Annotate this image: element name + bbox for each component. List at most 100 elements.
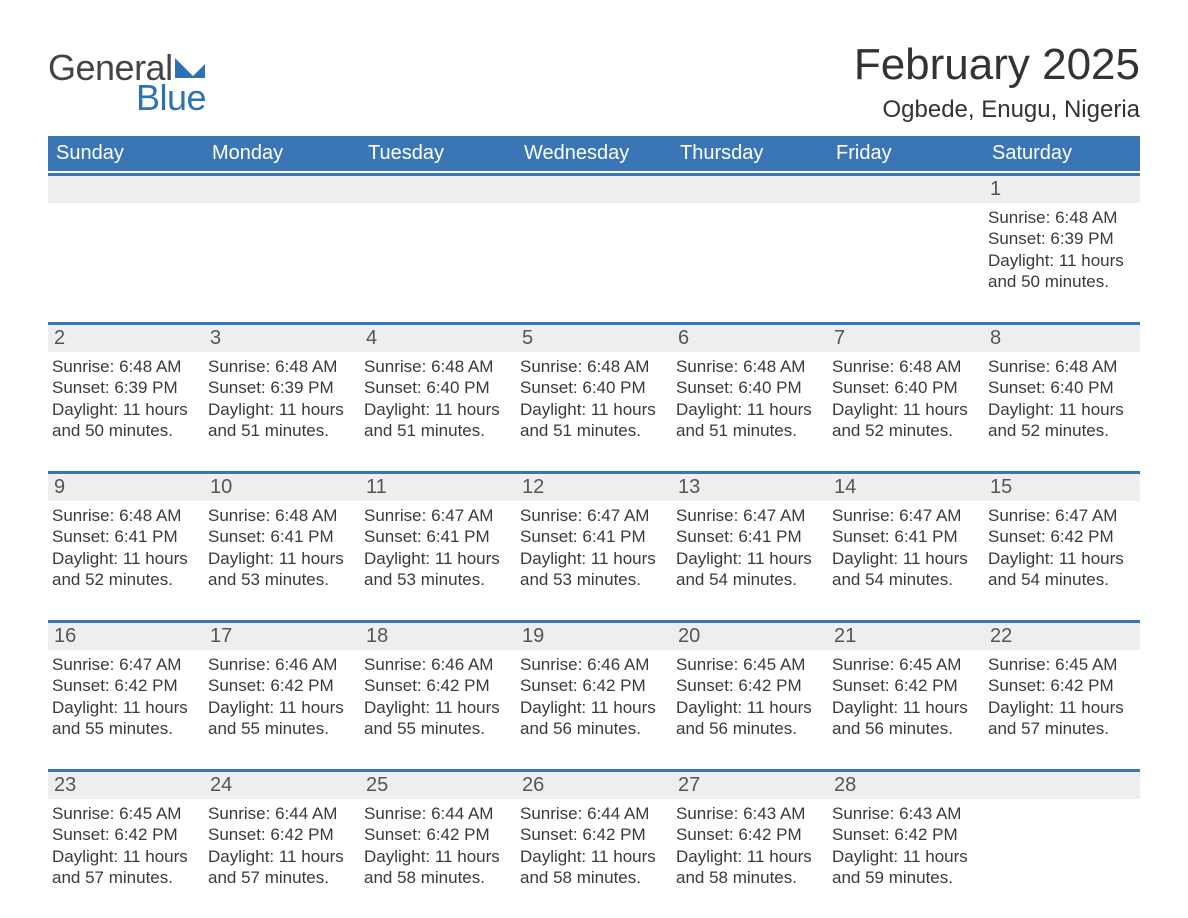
day-number: 8 — [986, 327, 1138, 350]
sunrise-line: Sunrise: 6:45 AM — [676, 654, 822, 675]
dow-thursday: Thursday — [672, 136, 828, 171]
sunset-line: Sunset: 6:41 PM — [52, 526, 198, 547]
week-row: 2Sunrise: 6:48 AMSunset: 6:39 PMDaylight… — [48, 322, 1140, 469]
day-number: 10 — [206, 476, 358, 499]
sunrise-line: Sunrise: 6:45 AM — [52, 803, 198, 824]
day-body: Sunrise: 6:45 AMSunset: 6:42 PMDaylight:… — [832, 654, 978, 739]
dow-monday: Monday — [204, 136, 360, 171]
title-block: February 2025 Ogbede, Enugu, Nigeria — [854, 40, 1140, 124]
page-title: February 2025 — [854, 40, 1140, 90]
sunset-line: Sunset: 6:42 PM — [52, 824, 198, 845]
sunset-line: Sunset: 6:40 PM — [676, 377, 822, 398]
sunset-line: Sunset: 6:42 PM — [676, 824, 822, 845]
daylight-line: Daylight: 11 hours and 50 minutes. — [988, 250, 1134, 293]
sunset-line: Sunset: 6:39 PM — [208, 377, 354, 398]
sunset-line: Sunset: 6:40 PM — [832, 377, 978, 398]
sunset-line: Sunset: 6:41 PM — [676, 526, 822, 547]
daylight-line: Daylight: 11 hours and 57 minutes. — [52, 846, 198, 889]
calendar-day: 17Sunrise: 6:46 AMSunset: 6:42 PMDayligh… — [204, 623, 360, 767]
day-number: 20 — [674, 625, 826, 648]
week-row: 16Sunrise: 6:47 AMSunset: 6:42 PMDayligh… — [48, 620, 1140, 767]
week-row: 9Sunrise: 6:48 AMSunset: 6:41 PMDaylight… — [48, 471, 1140, 618]
sunrise-line: Sunrise: 6:48 AM — [832, 356, 978, 377]
day-body: Sunrise: 6:48 AMSunset: 6:40 PMDaylight:… — [364, 356, 510, 441]
sunrise-line: Sunrise: 6:46 AM — [208, 654, 354, 675]
calendar-day: 22Sunrise: 6:45 AMSunset: 6:42 PMDayligh… — [984, 623, 1140, 767]
day-number: 3 — [206, 327, 358, 350]
calendar-day — [672, 176, 828, 320]
calendar-day: 5 Sunrise: 6:48 AMSunset: 6:40 PMDaylight… — [516, 325, 672, 469]
sunset-line: Sunset: 6:42 PM — [52, 675, 198, 696]
sunrise-line: Sunrise: 6:43 AM — [832, 803, 978, 824]
sunrise-line: Sunrise: 6:47 AM — [52, 654, 198, 675]
sunset-line: Sunset: 6:39 PM — [52, 377, 198, 398]
day-number: 23 — [50, 774, 202, 797]
daylight-line: Daylight: 11 hours and 52 minutes. — [988, 399, 1134, 442]
calendar: SundayMondayTuesdayWednesdayThursdayFrid… — [48, 136, 1140, 916]
sunset-line: Sunset: 6:41 PM — [832, 526, 978, 547]
daylight-line: Daylight: 11 hours and 51 minutes. — [520, 399, 666, 442]
day-body: Sunrise: 6:47 AMSunset: 6:42 PMDaylight:… — [988, 505, 1134, 590]
sunrise-line: Sunrise: 6:48 AM — [52, 505, 198, 526]
day-body: Sunrise: 6:47 AMSunset: 6:41 PMDaylight:… — [832, 505, 978, 590]
sunset-line: Sunset: 6:42 PM — [832, 675, 978, 696]
calendar-day: 16 Sunrise: 6:47 AMSunset: 6:42 PMDayligh… — [48, 623, 204, 767]
day-body: Sunrise: 6:44 AMSunset: 6:42 PMDaylight:… — [520, 803, 666, 888]
daylight-line: Daylight: 11 hours and 55 minutes. — [52, 697, 198, 740]
calendar-day — [360, 176, 516, 320]
daylight-line: Daylight: 11 hours and 56 minutes. — [832, 697, 978, 740]
calendar-day: 19Sunrise: 6:46 AMSunset: 6:42 PMDayligh… — [516, 623, 672, 767]
day-body: Sunrise: 6:46 AMSunset: 6:42 PMDaylight:… — [208, 654, 354, 739]
sunset-line: Sunset: 6:42 PM — [832, 824, 978, 845]
sunrise-line: Sunrise: 6:47 AM — [832, 505, 978, 526]
daylight-line: Daylight: 11 hours and 59 minutes. — [832, 846, 978, 889]
day-body: Sunrise: 6:45 AMSunset: 6:42 PMDaylight:… — [52, 803, 198, 888]
sunrise-line: Sunrise: 6:48 AM — [988, 207, 1134, 228]
calendar-day: 6Sunrise: 6:48 AMSunset: 6:40 PMDaylight… — [672, 325, 828, 469]
sunrise-line: Sunrise: 6:48 AM — [208, 356, 354, 377]
sunset-line: Sunset: 6:42 PM — [520, 824, 666, 845]
day-number: 16 — [50, 625, 202, 648]
day-body: Sunrise: 6:47 AMSunset: 6:42 PMDaylight:… — [52, 654, 198, 739]
daylight-line: Daylight: 11 hours and 52 minutes. — [52, 548, 198, 591]
sunset-line: Sunset: 6:42 PM — [520, 675, 666, 696]
dow-tuesday: Tuesday — [360, 136, 516, 171]
calendar-day: 24Sunrise: 6:44 AMSunset: 6:42 PMDayligh… — [204, 772, 360, 916]
day-body: Sunrise: 6:48 AMSunset: 6:39 PMDaylight:… — [52, 356, 198, 441]
calendar-day — [204, 176, 360, 320]
calendar-day: 26 Sunrise: 6:44 AMSunset: 6:42 PMDayligh… — [516, 772, 672, 916]
sunset-line: Sunset: 6:42 PM — [676, 675, 822, 696]
day-body: Sunrise: 6:43 AMSunset: 6:42 PMDaylight:… — [676, 803, 822, 888]
sunrise-line: Sunrise: 6:47 AM — [988, 505, 1134, 526]
daylight-line: Daylight: 11 hours and 58 minutes. — [520, 846, 666, 889]
daylight-line: Daylight: 11 hours and 54 minutes. — [832, 548, 978, 591]
day-body: Sunrise: 6:48 AMSunset: 6:39 PMDaylight:… — [208, 356, 354, 441]
day-number — [518, 178, 670, 201]
calendar-day: 13Sunrise: 6:47 AMSunset: 6:41 PMDayligh… — [672, 474, 828, 618]
day-body: Sunrise: 6:48 AMSunset: 6:41 PMDaylight:… — [52, 505, 198, 590]
daylight-line: Daylight: 11 hours and 55 minutes. — [208, 697, 354, 740]
day-number: 5 — [518, 327, 670, 350]
daylight-line: Daylight: 11 hours and 52 minutes. — [832, 399, 978, 442]
week-row: 1Sunrise: 6:48 AMSunset: 6:39 PMDaylight… — [48, 173, 1140, 320]
day-body: Sunrise: 6:48 AMSunset: 6:40 PMDaylight:… — [676, 356, 822, 441]
calendar-day: 8Sunrise: 6:48 AMSunset: 6:40 PMDaylight… — [984, 325, 1140, 469]
daylight-line: Daylight: 11 hours and 51 minutes. — [364, 399, 510, 442]
day-number: 26 — [518, 774, 670, 797]
sunrise-line: Sunrise: 6:46 AM — [364, 654, 510, 675]
flag-icon — [175, 58, 205, 78]
day-body: Sunrise: 6:46 AMSunset: 6:42 PMDaylight:… — [364, 654, 510, 739]
logo-text-b: Blue — [136, 80, 206, 116]
calendar-day: 9Sunrise: 6:48 AMSunset: 6:41 PMDaylight… — [48, 474, 204, 618]
day-number: 4 — [362, 327, 514, 350]
day-number: 12 — [518, 476, 670, 499]
day-body: Sunrise: 6:44 AMSunset: 6:42 PMDaylight:… — [208, 803, 354, 888]
sunset-line: Sunset: 6:42 PM — [364, 675, 510, 696]
day-body: Sunrise: 6:48 AMSunset: 6:39 PMDaylight:… — [988, 207, 1134, 292]
calendar-day: 10Sunrise: 6:48 AMSunset: 6:41 PMDayligh… — [204, 474, 360, 618]
day-body: Sunrise: 6:43 AMSunset: 6:42 PMDaylight:… — [832, 803, 978, 888]
day-body: Sunrise: 6:45 AMSunset: 6:42 PMDaylight:… — [988, 654, 1134, 739]
calendar-day: 7Sunrise: 6:48 AMSunset: 6:40 PMDaylight… — [828, 325, 984, 469]
day-body: Sunrise: 6:48 AMSunset: 6:40 PMDaylight:… — [520, 356, 666, 441]
calendar-day: 28Sunrise: 6:43 AMSunset: 6:42 PMDayligh… — [828, 772, 984, 916]
